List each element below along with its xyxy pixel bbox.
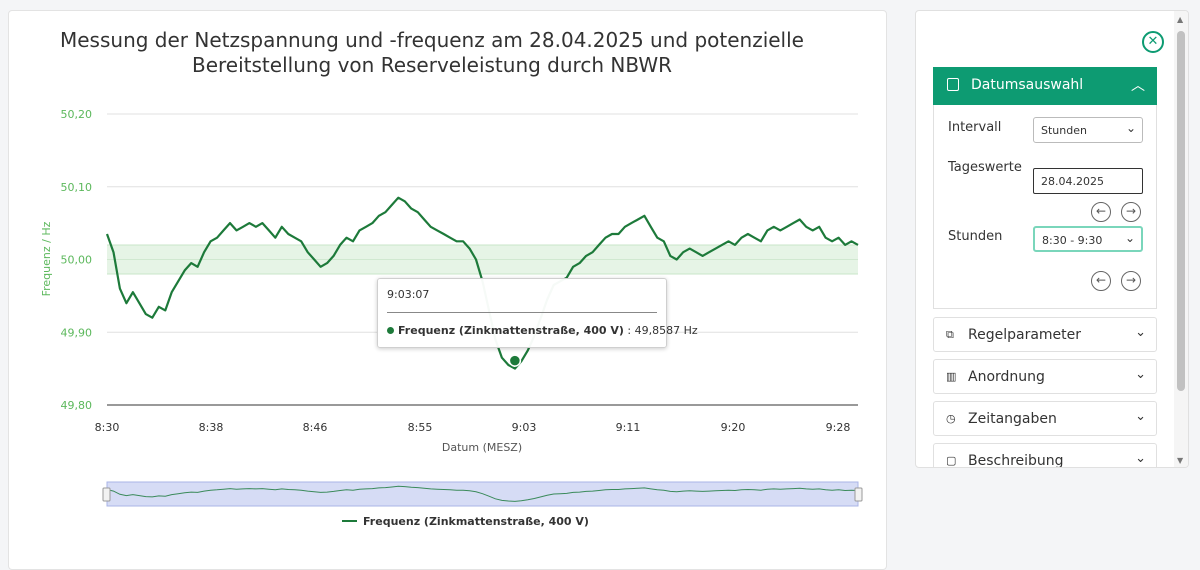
clock-icon: ◷ bbox=[946, 412, 956, 425]
accordion-datumsauswahl-body: Intervall Stunden ⌄ Tageswerte 28.04.202… bbox=[933, 105, 1157, 309]
accordion-datumsauswahl-label: Datumsauswahl bbox=[971, 77, 1084, 93]
x-tick-label: 9:03 bbox=[512, 421, 537, 434]
day-prev-button[interactable]: ← bbox=[1091, 202, 1111, 222]
accordion-beschreibung[interactable]: ▢ Beschreibung ⌄ bbox=[933, 443, 1157, 467]
y-axis-label: Frequenz / Hz bbox=[40, 221, 53, 296]
sidebar-scrollbar[interactable]: ▲ ▼ bbox=[1174, 11, 1188, 467]
chevron-down-icon: ⌄ bbox=[1135, 367, 1146, 382]
accordion-anordnung[interactable]: ▥ Anordnung ⌄ bbox=[933, 359, 1157, 394]
navigator-line bbox=[106, 485, 859, 502]
chevron-down-icon: ⌄ bbox=[1135, 409, 1146, 424]
x-tick-label: 8:55 bbox=[408, 421, 433, 434]
chevron-down-icon: ⌄ bbox=[1125, 121, 1136, 135]
day-next-button[interactable]: → bbox=[1121, 202, 1141, 222]
interval-label: Intervall bbox=[948, 120, 1002, 135]
series-dot-icon bbox=[387, 327, 394, 334]
side-panel: ✕ Datumsauswahl ︿ Intervall Stunden ⌄ Ta… bbox=[915, 10, 1189, 468]
bar-chart-icon: ▥ bbox=[946, 370, 957, 383]
x-axis-label: Datum (MESZ) bbox=[442, 441, 522, 454]
x-tick-label: 8:46 bbox=[303, 421, 328, 434]
scrollbar-thumb[interactable] bbox=[1177, 31, 1185, 391]
tooltip-divider bbox=[387, 312, 657, 313]
nodes-icon: ⧉ bbox=[946, 328, 954, 341]
tooltip-value: 49,8587 Hz bbox=[634, 324, 698, 337]
tooltip: 9:03:07 Frequenz (Zinkmattenstraße, 400 … bbox=[377, 278, 698, 348]
x-tick-label: 9:11 bbox=[616, 421, 641, 434]
accordion-zeitangaben[interactable]: ◷ Zeitangaben ⌄ bbox=[933, 401, 1157, 436]
chart-title: Messung der Netzspannung und -frequenz a… bbox=[60, 28, 804, 77]
chevron-down-icon: ⌄ bbox=[1135, 451, 1146, 466]
chevron-down-icon: ⌄ bbox=[1124, 231, 1135, 245]
close-circle-icon[interactable]: ✕ bbox=[1142, 31, 1164, 53]
scroll-down-icon: ▼ bbox=[1177, 456, 1184, 465]
navigator-handle-left bbox=[102, 487, 111, 502]
hours-select[interactable]: 8:30 - 9:30 ⌄ bbox=[1033, 226, 1143, 252]
y-tick-label: 49,80 bbox=[61, 399, 93, 412]
y-tick-label: 49,90 bbox=[61, 326, 93, 339]
y-tick-label: 50,00 bbox=[61, 254, 93, 267]
x-tick-label: 9:28 bbox=[826, 421, 851, 434]
tooltip-series: Frequenz (Zinkmattenstraße, 400 V) bbox=[398, 324, 624, 337]
chart-svg: 50,20 50,10 50,00 49,90 49,808:30 8:38 8:46 8:5… bbox=[40, 108, 863, 528]
x-tick-label: 8:30 bbox=[95, 421, 120, 434]
x-tick-label: 8:38 bbox=[199, 421, 224, 434]
chevron-up-icon: ︿ bbox=[1131, 78, 1145, 94]
interval-select[interactable]: Stunden ⌄ bbox=[1033, 117, 1143, 143]
calendar-icon bbox=[947, 78, 959, 91]
day-date-input[interactable]: 28.04.2025 bbox=[1033, 168, 1143, 194]
hours-prev-button[interactable]: ← bbox=[1091, 271, 1111, 291]
accordion-regelparameter[interactable]: ⧉ Regelparameter ⌄ bbox=[933, 317, 1157, 352]
scroll-up-icon: ▲ bbox=[1177, 15, 1184, 24]
note-icon: ▢ bbox=[946, 454, 957, 467]
hover-marker bbox=[508, 354, 522, 367]
legend-label: Frequenz (Zinkmattenstraße, 400 V) bbox=[363, 515, 589, 528]
tooltip-time: 9:03:07 bbox=[387, 288, 430, 301]
x-tick-label: 9:20 bbox=[721, 421, 746, 434]
navigator-handle-right bbox=[854, 487, 863, 502]
accordion-datumsauswahl-header[interactable]: Datumsauswahl ︿ bbox=[933, 67, 1157, 105]
day-label: Tageswerte bbox=[948, 160, 1022, 175]
hours-label: Stunden bbox=[948, 229, 1003, 244]
chevron-down-icon: ⌄ bbox=[1135, 325, 1146, 340]
y-tick-label: 50,10 bbox=[61, 181, 93, 194]
hours-next-button[interactable]: → bbox=[1121, 271, 1141, 291]
y-tick-label: 50,20 bbox=[61, 108, 93, 121]
tooltip-row: Frequenz (Zinkmattenstraße, 400 V) : 49,… bbox=[387, 324, 698, 337]
